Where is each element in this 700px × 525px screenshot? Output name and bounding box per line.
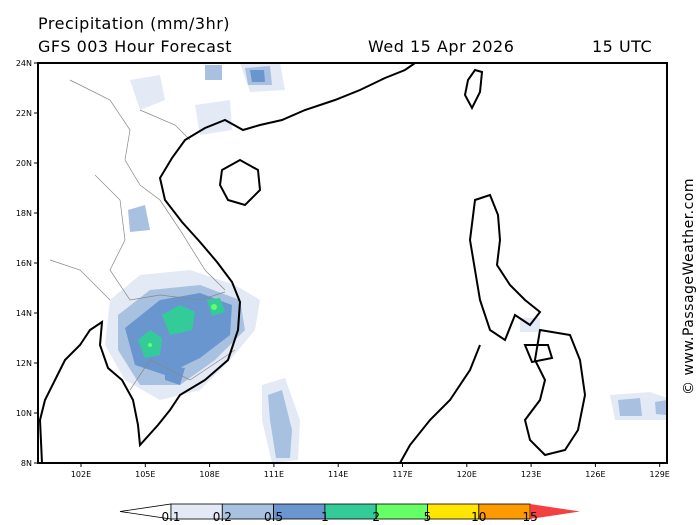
lat-label: 12N [16, 359, 32, 368]
lon-label: 129E [650, 470, 670, 479]
lat-label: 8N [21, 459, 32, 468]
colorbar-high-arrow [530, 504, 580, 519]
forecast-date: Wed 15 Apr 2026 [368, 37, 515, 56]
lat-label: 20N [16, 159, 32, 168]
lon-label: 108E [199, 470, 219, 479]
latitude-labels: 24N 22N 20N 18N 16N 14N 12N 10N 8N [16, 59, 38, 468]
lon-label: 117E [392, 470, 412, 479]
colorbar-label: 15 [522, 510, 538, 524]
map-title: Precipitation (mm/3hr) [38, 14, 231, 33]
colorbar-label: 1 [321, 510, 329, 524]
colorbar-label: 5 [423, 510, 432, 524]
colorbar-label: 10 [471, 510, 487, 524]
colorbar-segment [324, 503, 377, 520]
mindanao-island [523, 328, 587, 457]
colorbar-segment [375, 503, 428, 520]
coastlines [38, 63, 587, 463]
luzon-island [468, 193, 542, 342]
precipitation-field [38, 63, 667, 463]
taiwan-island [463, 68, 484, 111]
colorbar-label: 0.1 [161, 510, 181, 524]
lon-label: 105E [135, 470, 155, 479]
lat-label: 10N [16, 409, 32, 418]
forecast-time: 15 UTC [592, 37, 653, 56]
hainan-island [218, 158, 262, 207]
credit-text: © www.PassageWeather.com [681, 177, 697, 395]
lon-label: 120E [457, 470, 477, 479]
colorbar-label: 2 [372, 510, 381, 524]
colorbar-label: 0.5 [264, 510, 284, 524]
lat-label: 24N [16, 59, 32, 68]
colorbar-label: 0.2 [212, 510, 232, 524]
colorbar [119, 503, 580, 520]
lat-label: 22N [16, 109, 32, 118]
lat-label: 16N [16, 259, 32, 268]
forecast-label: GFS 003 Hour Forecast [38, 37, 233, 56]
lon-label: 102E [71, 470, 91, 479]
lat-label: 18N [16, 209, 32, 218]
map-frame [37, 62, 668, 464]
lon-label: 111E [264, 470, 284, 479]
lon-label: 114E [328, 470, 348, 479]
longitude-labels: 102E 105E 108E 111E 114E 117E 120E 123E 126E 129E [71, 463, 670, 479]
lat-label: 14N [16, 309, 32, 318]
lon-label: 123E [521, 470, 541, 479]
lon-label: 126E [585, 470, 605, 479]
